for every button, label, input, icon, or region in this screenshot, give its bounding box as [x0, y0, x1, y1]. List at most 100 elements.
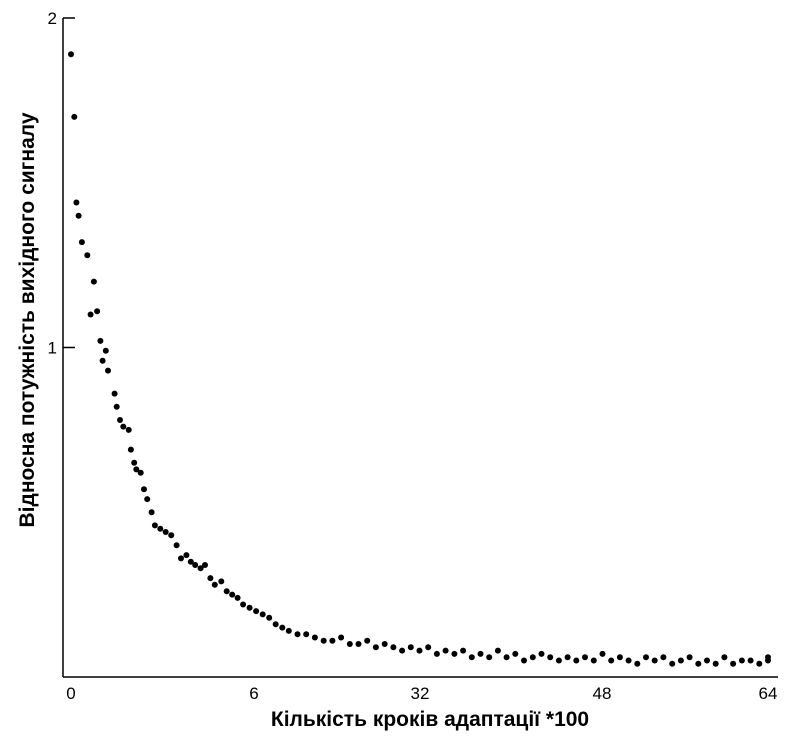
data-point [125, 426, 132, 433]
data-point [320, 637, 327, 644]
data-point [178, 555, 184, 562]
data-point [240, 601, 247, 608]
data-point [503, 654, 510, 661]
data-point [78, 239, 85, 246]
data-point [137, 469, 144, 476]
data-point [311, 634, 318, 641]
data-point [651, 657, 658, 664]
data-point [704, 657, 710, 664]
data-point [381, 641, 388, 647]
data-point [253, 608, 260, 615]
data-point [133, 466, 140, 473]
data-point [141, 486, 147, 493]
data-point [442, 647, 449, 654]
x-tick-label: 0 [66, 684, 75, 703]
data-point [494, 647, 501, 654]
data-point [625, 657, 632, 664]
data-point [730, 660, 737, 667]
data-point [197, 565, 204, 572]
data-point [84, 252, 91, 259]
data-point [94, 308, 101, 315]
data-point [223, 588, 230, 595]
y-tick-label: 2 [48, 9, 57, 28]
data-point [372, 644, 379, 651]
data-point [364, 637, 371, 644]
data-point [547, 654, 554, 661]
data-point [460, 647, 467, 654]
data-point [329, 637, 336, 644]
data-point [346, 641, 353, 647]
data-point [117, 417, 123, 423]
data-point [425, 644, 432, 651]
data-point [765, 657, 771, 664]
data-point [390, 644, 397, 651]
data-point [73, 199, 80, 206]
data-point [187, 558, 194, 565]
data-point [218, 578, 225, 585]
data-point [477, 650, 484, 657]
data-point [521, 657, 527, 664]
data-point [162, 529, 169, 535]
x-tick-label: 48 [593, 684, 612, 703]
data-point [468, 654, 475, 661]
data-point [87, 311, 94, 318]
data-point [660, 654, 667, 661]
data-points [68, 51, 771, 667]
data-point [433, 650, 440, 657]
data-point [266, 614, 273, 621]
data-point [564, 654, 571, 661]
y-tick-label: 1 [48, 339, 57, 358]
data-point [608, 657, 615, 664]
data-point [246, 604, 253, 611]
data-point [144, 496, 151, 503]
data-point [338, 634, 345, 641]
data-point [355, 641, 362, 647]
data-point [538, 650, 545, 657]
data-point [686, 654, 693, 661]
data-point [582, 654, 588, 661]
data-point [211, 581, 218, 588]
data-point [113, 403, 120, 410]
data-point [756, 660, 763, 667]
data-point [643, 654, 649, 661]
data-point [451, 650, 458, 657]
data-point [677, 657, 684, 664]
data-point [207, 575, 214, 582]
x-tick-label: 32 [411, 684, 430, 703]
data-point [695, 660, 702, 667]
data-point [416, 647, 423, 654]
data-point [294, 631, 301, 638]
data-point [71, 113, 78, 120]
data-point [529, 654, 536, 661]
data-point [486, 654, 493, 661]
x-tick-label: 64 [759, 684, 778, 703]
data-point [738, 657, 745, 664]
data-point [573, 657, 580, 664]
data-point [202, 562, 208, 568]
data-point [183, 552, 190, 559]
data-point [148, 509, 155, 516]
data-point [68, 51, 74, 58]
data-point [105, 367, 111, 374]
data-point [192, 562, 199, 568]
data-point [90, 278, 97, 285]
data-point [721, 654, 728, 661]
data-point [555, 657, 562, 664]
x-ticks: 0 6 32 48 64 [66, 684, 777, 703]
data-point [712, 660, 719, 667]
data-point [399, 647, 406, 654]
data-point [599, 650, 606, 657]
data-point [279, 624, 286, 631]
data-point [285, 627, 292, 634]
data-point [634, 660, 641, 667]
data-point [669, 660, 676, 667]
x-tick-label: 6 [249, 684, 258, 703]
data-point [234, 594, 241, 601]
data-point [157, 525, 164, 532]
data-point [99, 357, 106, 364]
data-point [272, 621, 279, 628]
data-point [151, 522, 158, 529]
y-ticks: 12 [48, 9, 75, 358]
